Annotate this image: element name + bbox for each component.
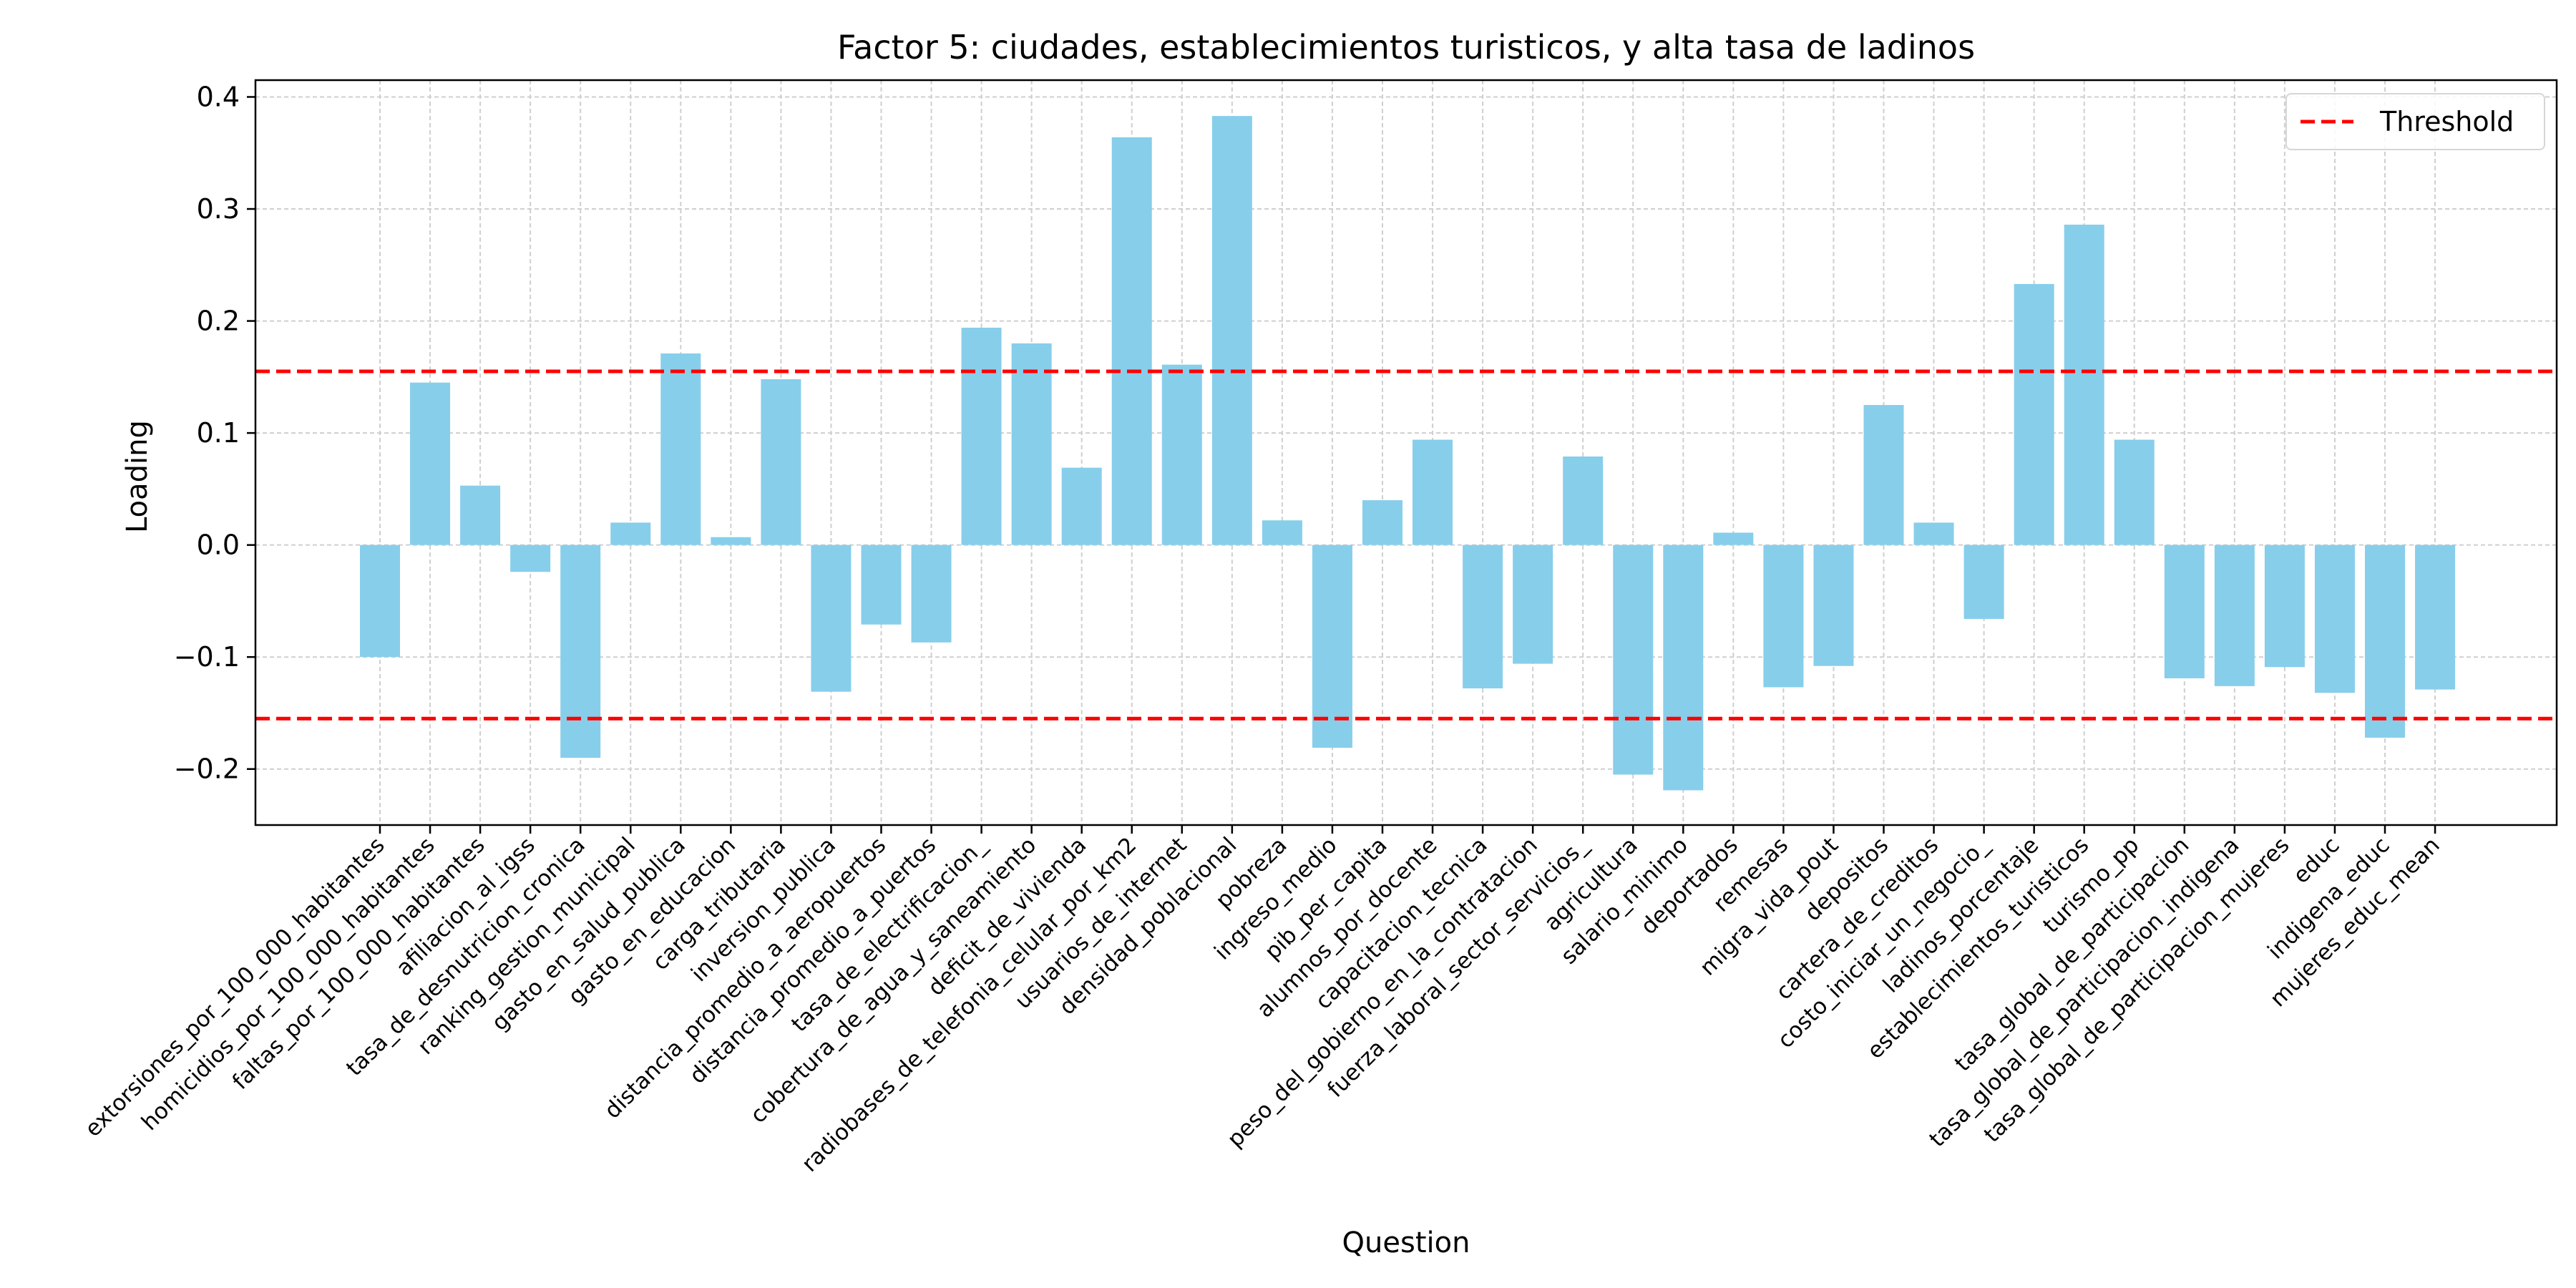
- bar: [2114, 439, 2155, 545]
- bar: [1061, 467, 1102, 545]
- bar: [410, 382, 451, 545]
- legend-box: [2285, 93, 2545, 150]
- bar: [1563, 456, 1604, 545]
- bar: [2264, 545, 2305, 668]
- y-tick-label: 0.2: [197, 306, 240, 337]
- bar: [1713, 532, 1754, 545]
- bars: [360, 116, 2456, 791]
- bar: [660, 353, 701, 545]
- y-tick-label: −0.1: [174, 641, 240, 673]
- bar: [2314, 545, 2355, 693]
- bar: [2365, 545, 2405, 738]
- bar: [1963, 545, 2004, 619]
- bar: [460, 485, 501, 545]
- bar: [1813, 545, 1854, 666]
- bar: [961, 327, 1002, 545]
- bar: [1763, 545, 1804, 688]
- y-tick-label: 0.0: [197, 530, 240, 561]
- y-axis-ticks: −0.2 −0.1 0.0 0.1 0.2 0.3 0.4: [174, 81, 255, 785]
- bar: [2164, 545, 2205, 678]
- bar: [1161, 364, 1202, 545]
- bar: [1262, 520, 1302, 545]
- bar: [1211, 116, 1252, 545]
- bar: [761, 379, 801, 545]
- y-tick-label: 0.4: [197, 81, 240, 112]
- bar: [2214, 545, 2255, 686]
- bar: [911, 545, 952, 643]
- bar: [1111, 137, 1152, 545]
- bar: [711, 537, 751, 545]
- bar: [1463, 545, 1503, 689]
- bar: [1863, 404, 1904, 545]
- bar: [560, 545, 601, 758]
- bar: [2014, 283, 2054, 545]
- bar: [1913, 522, 1954, 545]
- legend: Threshold: [2285, 93, 2545, 150]
- bar: [1362, 500, 1402, 545]
- bar: [811, 545, 852, 692]
- chart-title: Factor 5: ciudades, establecimientos tur…: [837, 28, 1975, 67]
- bar: [2064, 224, 2104, 545]
- x-axis-label: Question: [1342, 1226, 1470, 1259]
- bar: [861, 545, 902, 625]
- bar: [1011, 343, 1052, 545]
- y-tick-label: 0.1: [197, 417, 240, 449]
- bar: [610, 522, 651, 545]
- plot-frame: [254, 79, 2558, 826]
- bar: [2415, 545, 2456, 690]
- y-tick-label: −0.2: [174, 753, 240, 785]
- bar: [360, 545, 400, 658]
- bar: [1663, 545, 1704, 791]
- bar: [1613, 545, 1654, 775]
- y-tick-label: 0.3: [197, 193, 240, 225]
- threshold-lines: [255, 369, 2557, 721]
- bar: [1312, 545, 1352, 748]
- legend-label-threshold: Threshold: [2379, 106, 2514, 137]
- y-axis-label: Loading: [121, 420, 154, 533]
- bar: [1513, 545, 1553, 664]
- bar: [510, 545, 551, 572]
- bar: [1413, 439, 1453, 545]
